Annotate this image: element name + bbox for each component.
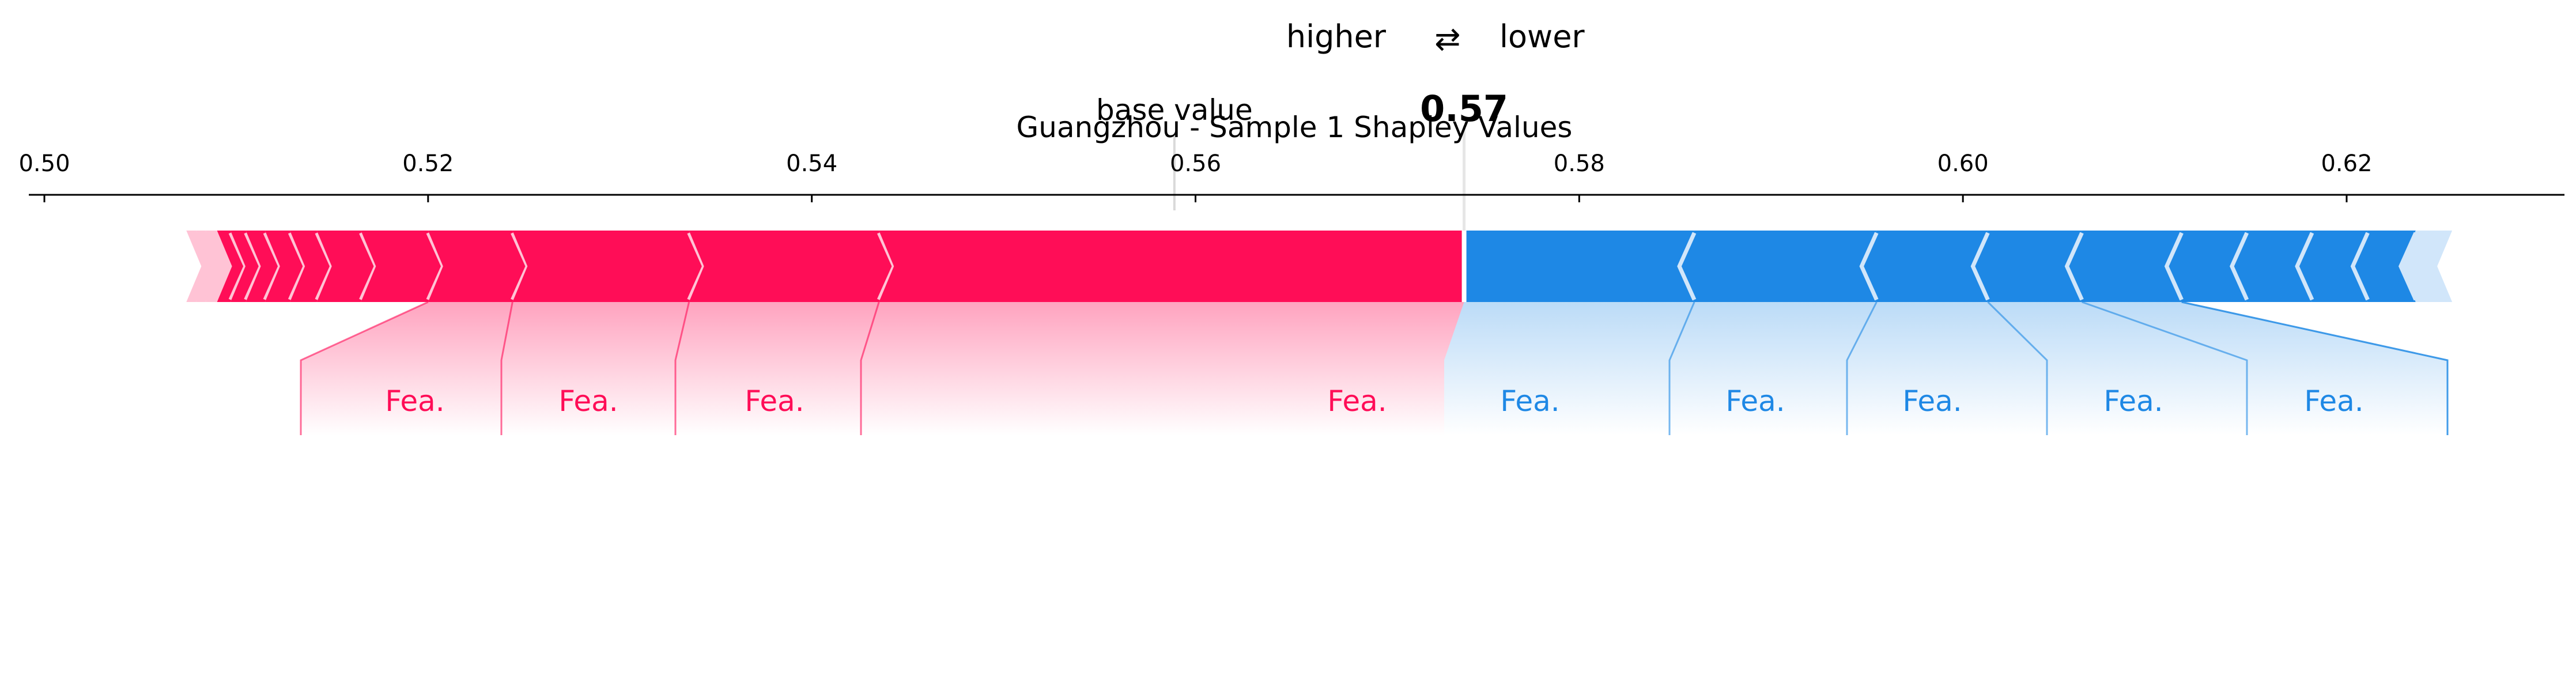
negative-segment-divider: [2350, 232, 2370, 301]
force-bar: [186, 231, 2453, 302]
feature-shading-region: [1444, 302, 1695, 435]
feature-label: Fea.: [1500, 384, 1559, 418]
feature-label: Fea.: [385, 384, 444, 418]
positive-feature-bar-segment: [879, 231, 1464, 302]
feature-connector-line: [2181, 301, 2449, 435]
feature-shading-region: [1670, 302, 1877, 435]
positive-feature-bar-segment: [361, 231, 443, 302]
feature-connector-line: [1846, 301, 1878, 435]
negative-feature-bar-segment: [2166, 231, 2247, 302]
x-tick-label: 0.60: [1937, 150, 1989, 177]
feature-shading-region: [1988, 302, 2247, 435]
negative-segment-divider: [1970, 232, 1990, 301]
positive-feature-bar-segment: [186, 231, 211, 302]
negative-feature-bar-segment: [2297, 231, 2368, 302]
negative-feature-bar-segment: [1861, 231, 1988, 302]
feature-labels: Fea. Fea. Fea. Fea. Fea. Fea. Fea. Fea. Fea.: [385, 384, 2363, 418]
x-tick-label: 0.52: [402, 150, 454, 177]
negative-feature-bar-segment: [2231, 231, 2313, 302]
x-tick-label: 0.50: [18, 150, 70, 177]
negative-segment-divider: [2295, 232, 2314, 301]
feature-shading-region: [861, 302, 1464, 435]
feature-connector-line: [1668, 301, 1695, 435]
negative-feature-bar-segment: [2352, 231, 2416, 302]
output-value-label: 0.57: [1420, 88, 1508, 130]
negative-feature-bar-segment: [2400, 231, 2453, 302]
negative-segment-divider: [2230, 232, 2249, 301]
feature-label: Fea.: [2304, 384, 2363, 418]
x-tick-label: 0.54: [786, 150, 837, 177]
feature-shading-region: [2082, 302, 2447, 435]
feature-shading-region: [301, 302, 513, 435]
x-tick-label: 0.58: [1554, 150, 1605, 177]
base-value-label: base value: [1096, 93, 1253, 127]
feature-label: Fea.: [558, 384, 618, 418]
feature-connector-line: [860, 301, 880, 435]
feature-label: Fea.: [1725, 384, 1785, 418]
positive-feature-bar-segment: [428, 231, 528, 302]
feature-label: Fea.: [745, 384, 804, 418]
negative-feature-bar-segment: [1464, 231, 1695, 302]
legend-higher-label: higher: [1286, 18, 1387, 55]
positive-feature-bar-segment: [196, 231, 221, 302]
negative-segment-divider: [2064, 232, 2084, 301]
positive-feature-bar-segment: [205, 231, 232, 302]
feature-connector-line: [1987, 301, 2048, 435]
legend-swap-arrow-icon: ⇄: [1434, 21, 1460, 57]
x-axis: 0.50 0.52 0.54 0.56 0.58 0.60 0.62: [18, 150, 2564, 202]
legend-lower-label: lower: [1499, 18, 1585, 55]
positive-feature-bar-segment: [512, 231, 704, 302]
feature-shading-region: [501, 302, 689, 435]
positive-feature-bar-segment: [290, 231, 332, 302]
positive-feature-bar-segment: [689, 231, 894, 302]
label-connectors: [300, 301, 2449, 435]
x-tick-label: 0.62: [2321, 150, 2372, 177]
negative-segment-divider: [2399, 232, 2418, 301]
negative-segment-divider: [1859, 232, 1879, 301]
negative-feature-bar-segment: [1973, 231, 2082, 302]
legend: higher ⇄ lower: [1286, 18, 1585, 57]
negative-feature-bar-segment: [1679, 231, 1877, 302]
feature-connector-line: [674, 301, 690, 435]
positive-feature-bar-segment: [316, 231, 376, 302]
negative-feature-bar-segment: [2067, 231, 2182, 302]
feature-shading-region: [675, 302, 879, 435]
feature-connector-line: [500, 301, 513, 435]
x-tick-label: 0.56: [1170, 150, 1221, 177]
feature-label: Fea.: [1327, 384, 1387, 418]
chart-title: Guangzhou - Sample 1 Shapley Values: [1017, 111, 1573, 144]
feature-shading-region: [1847, 302, 2047, 435]
negative-segment-divider: [1677, 232, 1697, 301]
feature-label: Fea.: [1902, 384, 1962, 418]
label-shading: [301, 302, 2447, 435]
positive-feature-bar-segment: [217, 231, 245, 302]
feature-connector-line: [2082, 301, 2248, 435]
feature-connector-line: [300, 301, 429, 435]
feature-label: Fea.: [2103, 384, 2163, 418]
negative-segment-divider: [2164, 232, 2184, 301]
